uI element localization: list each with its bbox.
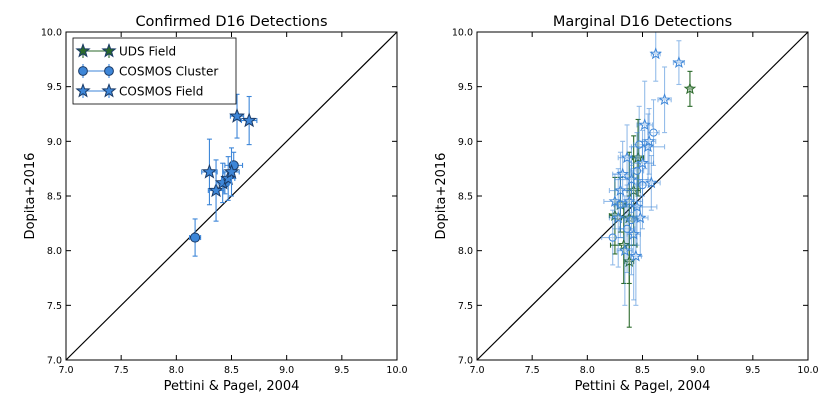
data-point: [683, 82, 697, 95]
x-tick-label: 7.5: [525, 365, 540, 376]
y-tick-label: 8.0: [47, 246, 62, 257]
data-point: [201, 163, 218, 179]
error-bar: [603, 173, 627, 230]
x-axis-label: Pettini & Pagel, 2004: [164, 379, 300, 394]
x-axis-label: Pettini & Pagel, 2004: [575, 379, 711, 394]
y-axis-label: Dopita+2016: [434, 153, 449, 240]
data-point: [629, 249, 643, 262]
x-tick-label: 8.0: [580, 365, 595, 376]
x-tick-label: 9.0: [690, 365, 705, 376]
y-tick-label: 10.0: [452, 28, 473, 39]
series-cosmos-field: [603, 32, 686, 306]
y-tick-label: 9.0: [458, 137, 473, 148]
y-tick-label: 10.0: [41, 28, 62, 39]
error-bar: [616, 195, 634, 306]
x-tick-label: 7.5: [114, 365, 129, 376]
data-point: [642, 134, 656, 147]
data-point: [658, 93, 671, 106]
data-point: [616, 167, 629, 180]
x-tick-label: 9.0: [279, 365, 294, 376]
y-tick-label: 9.5: [47, 82, 62, 93]
legend-entry: UDS Field: [75, 42, 176, 59]
data-point: [229, 107, 245, 123]
data-point: [241, 112, 257, 128]
y-axis-label: Dopita+2016: [23, 153, 38, 240]
data-point: [645, 176, 658, 189]
data-point: [649, 128, 658, 137]
legend-label: UDS Field: [119, 45, 176, 59]
x-tick-label: 8.0: [169, 365, 184, 376]
x-tick-label: 8.5: [224, 365, 239, 376]
error-bar: [630, 113, 666, 181]
y-tick-label: 8.5: [47, 192, 62, 203]
x-tick-label: 10.0: [386, 365, 407, 376]
error-bar: [636, 80, 653, 170]
x-tick-label: 7.0: [469, 365, 484, 376]
data-point: [223, 163, 240, 179]
data-point: [608, 194, 622, 207]
panel-marginal: 7.0 7.5 8.0 8.5 9.0 9.5 10.0 7.0 7.5 8.0 8.5 9.0 9.5…: [434, 14, 819, 394]
data-point: [633, 211, 647, 224]
y-tick-label: 7.5: [47, 301, 62, 312]
x-tick-label: 8.5: [635, 365, 650, 376]
data-point: [620, 151, 634, 164]
error-bar: [641, 107, 657, 175]
x-tick-label: 7.0: [58, 365, 73, 376]
legend-label: COSMOS Field: [119, 85, 203, 99]
y-tick-label: 9.0: [47, 137, 62, 148]
y-tick-label: 7.0: [458, 356, 473, 367]
legend: UDS Field COSMOS Cluster COSMOS Field: [72, 37, 237, 105]
y-tick-label: 7.0: [47, 356, 62, 367]
y-tick-label: 8.5: [458, 192, 473, 203]
data-point: [614, 183, 627, 196]
data-point: [627, 227, 640, 240]
y-tick-label: 8.0: [458, 246, 473, 257]
x-tick-label: 9.5: [745, 365, 760, 376]
chart-title: Confirmed D16 Detections: [135, 14, 327, 30]
y-tick-label: 9.5: [458, 82, 473, 93]
data-point: [208, 182, 224, 198]
data-area: [601, 32, 697, 328]
y-tick-label: 7.5: [458, 301, 473, 312]
data-point: [608, 233, 617, 242]
chart-title: Marginal D16 Detections: [553, 14, 732, 30]
error-bar: [657, 66, 672, 134]
data-area: [189, 93, 258, 257]
panel-confirmed: 7.0 7.5 8.0 8.5 9.0 9.5 10.0 7.0 7.5 8.0 8.5 9.0 9.5…: [23, 14, 408, 394]
data-point: [631, 151, 645, 164]
data-point: [618, 244, 632, 257]
data-point: [649, 47, 663, 60]
data-point: [625, 172, 638, 185]
series-cosmos-cluster: [601, 99, 660, 276]
legend-entry: COSMOS Cluster: [78, 64, 218, 79]
error-bar: [617, 124, 637, 192]
data-point: [672, 55, 686, 68]
legend-entry: COSMOS Field: [75, 82, 203, 99]
legend-label: COSMOS Cluster: [119, 65, 218, 79]
series-cosmos-field: [201, 93, 258, 222]
x-tick-label: 9.5: [334, 365, 349, 376]
data-point: [636, 156, 649, 169]
data-point: [189, 232, 201, 243]
x-tick-label: 10.0: [797, 365, 818, 376]
